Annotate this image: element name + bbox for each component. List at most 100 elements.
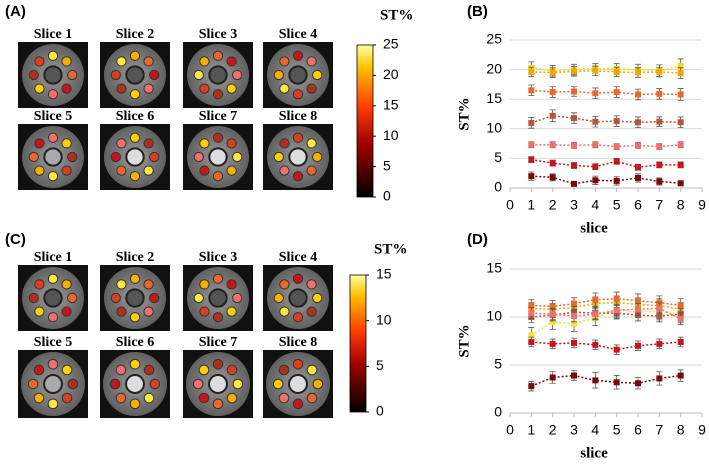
vial: [47, 358, 59, 370]
vial: [232, 69, 243, 81]
mri-image: [18, 350, 88, 418]
center-vial: [208, 374, 228, 394]
x-tick-label: 5: [613, 197, 621, 213]
series-line: [531, 374, 681, 387]
mri-image: [263, 265, 333, 331]
x-tick-label: 4: [591, 197, 599, 213]
series-line: [531, 89, 681, 96]
vial: [61, 83, 72, 94]
mri-image: [183, 350, 253, 418]
panel-label: (B): [467, 3, 488, 20]
colorbar: [356, 44, 374, 198]
x-tick-label: 9: [698, 422, 706, 438]
vial: [143, 83, 154, 94]
x-tick-label: 3: [570, 197, 578, 213]
vial: [143, 306, 154, 317]
vial: [149, 69, 160, 81]
vial: [33, 392, 45, 404]
vial: [129, 358, 141, 370]
vial: [193, 69, 204, 81]
point: [677, 161, 684, 168]
vial: [149, 151, 160, 163]
y-tick-label: 0: [494, 404, 502, 420]
slice-label: Slice 5: [34, 335, 73, 350]
x-tick-label: 0: [506, 422, 514, 438]
series-line: [531, 144, 681, 148]
y-tick-label: 10: [486, 308, 502, 324]
point: [549, 311, 556, 318]
vial: [129, 50, 141, 61]
vial: [198, 364, 210, 376]
series-line: [531, 175, 681, 185]
vial: [279, 279, 290, 290]
point: [528, 332, 535, 339]
point: [635, 306, 641, 313]
x-tick-label: 5: [613, 422, 621, 438]
colorbar-tick-label: 25: [383, 36, 399, 52]
panel-label: (D): [467, 231, 488, 248]
center-vial: [288, 288, 308, 308]
point: [571, 180, 577, 187]
point: [571, 372, 577, 379]
point: [571, 320, 577, 327]
colorbar-tick-label: 10: [383, 127, 399, 143]
vial: [109, 378, 121, 390]
y-tick-label: 10: [486, 120, 502, 136]
point: [571, 68, 577, 75]
vial: [212, 50, 224, 61]
vial: [273, 151, 284, 163]
vial: [199, 56, 210, 67]
slice-label: Slice 8: [279, 109, 318, 124]
point: [592, 296, 599, 303]
point: [613, 68, 620, 75]
mri-image: [183, 124, 253, 190]
vial: [306, 56, 317, 67]
vial: [33, 364, 45, 376]
slice-label: Slice 1: [34, 250, 73, 265]
vial: [292, 273, 304, 284]
colorbar-tick-label: 0: [376, 403, 384, 419]
point: [549, 89, 556, 96]
vial: [61, 56, 72, 67]
x-tick-label: 0: [506, 197, 514, 213]
vial: [34, 56, 45, 67]
slice-label: Slice 4: [279, 27, 318, 42]
point: [571, 339, 577, 346]
vial: [116, 306, 127, 317]
point: [635, 91, 641, 98]
x-tick-label: 7: [655, 422, 663, 438]
vial: [47, 312, 59, 323]
center-vial: [288, 65, 308, 85]
vial: [149, 292, 160, 304]
vial: [129, 312, 141, 323]
series-line: [531, 65, 681, 72]
point: [677, 63, 684, 70]
slice-label: Slice 2: [116, 250, 155, 265]
vial: [306, 83, 317, 94]
point: [528, 173, 535, 180]
point: [635, 174, 641, 181]
vial: [232, 151, 243, 163]
vial: [47, 398, 59, 410]
point: [528, 310, 535, 317]
x-tick-label: 8: [677, 197, 685, 213]
vial: [143, 279, 154, 290]
mri-image: [100, 42, 170, 108]
colorbar-label: ST%: [380, 7, 413, 23]
point: [613, 379, 620, 386]
vial: [278, 392, 290, 404]
slice-label: Slice 3: [199, 27, 238, 42]
point: [677, 338, 684, 345]
vial: [28, 292, 39, 304]
series-line: [530, 308, 681, 336]
vial: [67, 69, 78, 81]
point: [635, 142, 641, 149]
point: [528, 87, 535, 94]
point: [635, 380, 641, 387]
y-tick-label: 15: [486, 260, 502, 276]
vial: [143, 56, 154, 67]
point: [528, 302, 535, 309]
series-line: [531, 158, 681, 169]
vial: [226, 165, 237, 176]
x-tick-label: 4: [591, 422, 599, 438]
